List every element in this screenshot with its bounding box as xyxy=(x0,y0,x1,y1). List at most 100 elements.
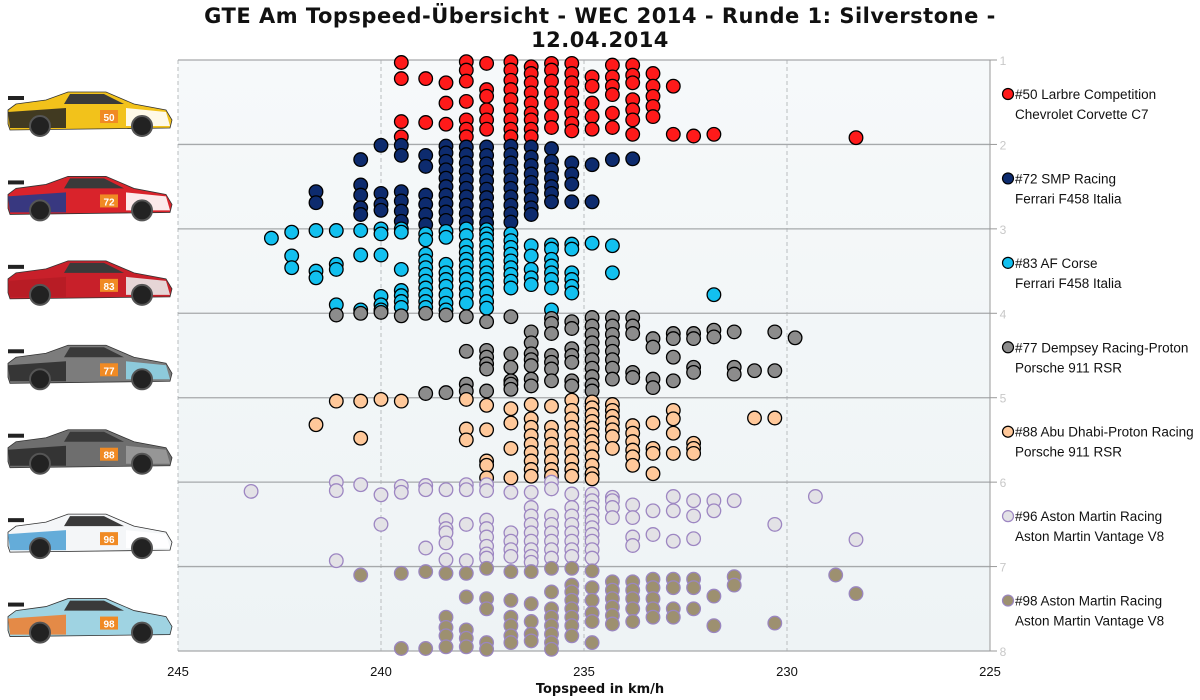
data-point xyxy=(645,445,661,461)
car-number: 83 xyxy=(103,282,115,293)
data-point xyxy=(438,482,454,498)
data-point xyxy=(373,516,389,532)
legend-marker xyxy=(1001,510,1015,523)
data-point xyxy=(767,324,783,340)
data-point xyxy=(544,560,559,576)
data-point xyxy=(328,307,344,323)
data-point xyxy=(645,466,661,482)
data-point xyxy=(393,484,409,500)
data-point xyxy=(686,445,702,461)
data-point xyxy=(544,326,559,341)
data-point xyxy=(353,305,369,321)
data-point xyxy=(353,430,369,446)
data-point xyxy=(393,393,409,409)
data-point xyxy=(308,270,324,286)
data-point xyxy=(604,238,620,254)
car-image-83: 83 xyxy=(7,260,173,306)
chart-title-line1: GTE Am Topspeed-Übersicht - WEC 2014 - R… xyxy=(204,4,996,28)
legend-entry-name: #77 Dempsey Racing-Proton xyxy=(1015,340,1188,355)
data-point xyxy=(625,510,641,526)
rear-wheel xyxy=(29,283,51,306)
rear-wheel xyxy=(29,452,51,475)
data-point xyxy=(787,330,803,346)
data-point xyxy=(706,503,722,519)
data-point xyxy=(393,308,409,324)
data-point xyxy=(373,487,389,503)
y-tick-label: 5 xyxy=(1000,392,1007,406)
data-point xyxy=(263,230,279,246)
data-point xyxy=(438,552,454,568)
data-point xyxy=(418,232,434,248)
data-point xyxy=(458,589,474,605)
data-point xyxy=(544,120,559,135)
data-point xyxy=(604,152,620,168)
data-point xyxy=(625,75,641,91)
y-tick-label: 8 xyxy=(1000,645,1007,659)
data-point xyxy=(645,609,661,625)
data-point xyxy=(544,141,559,157)
data-point xyxy=(604,120,620,135)
car-image-77: 77 xyxy=(7,344,173,391)
legend-entry-name: #88 Abu Dhabi-Proton Racing xyxy=(1015,425,1194,440)
data-point xyxy=(418,386,434,401)
data-point xyxy=(604,87,620,103)
data-point xyxy=(393,224,409,240)
data-point xyxy=(503,635,519,651)
data-point xyxy=(393,261,409,277)
data-point xyxy=(458,295,474,311)
car-image-96: 96 xyxy=(7,513,173,560)
data-point xyxy=(418,540,434,556)
car-number: 77 xyxy=(103,366,115,377)
data-point xyxy=(665,445,681,461)
data-point xyxy=(726,577,742,593)
data-point xyxy=(503,381,519,397)
rear-wing xyxy=(8,180,24,185)
data-point xyxy=(544,194,559,210)
data-point xyxy=(686,128,702,144)
data-point xyxy=(848,130,864,146)
data-point xyxy=(604,440,620,456)
data-point xyxy=(353,393,369,409)
rear-wing xyxy=(8,433,24,438)
front-wheel xyxy=(131,537,153,560)
front-wheel xyxy=(131,621,153,644)
data-point xyxy=(584,580,600,596)
data-point xyxy=(503,359,519,375)
data-point xyxy=(645,109,661,125)
data-point xyxy=(523,468,539,484)
data-point xyxy=(418,641,434,656)
series-83 xyxy=(263,221,722,318)
rear-wheel xyxy=(29,368,51,391)
legend-entry-car: Aston Martin Vantage V8 xyxy=(1015,529,1164,544)
data-point xyxy=(458,93,474,109)
data-point xyxy=(665,425,681,441)
data-point xyxy=(665,78,681,94)
data-point xyxy=(438,307,454,323)
data-point xyxy=(544,280,559,296)
legend-entry-car: Chevrolet Corvette C7 xyxy=(1015,107,1149,122)
data-point xyxy=(625,126,641,142)
data-point xyxy=(706,588,722,604)
data-point xyxy=(544,584,559,600)
data-point xyxy=(665,580,681,596)
data-point xyxy=(479,361,495,377)
y-tick-label: 1 xyxy=(1000,54,1007,68)
front-wheel xyxy=(131,199,153,222)
legend-entry-car: Ferrari F458 Italia xyxy=(1015,276,1122,291)
y-tick-label: 4 xyxy=(1000,307,1007,321)
data-point xyxy=(458,565,474,581)
data-point xyxy=(503,346,519,362)
data-point xyxy=(665,373,681,389)
data-point xyxy=(523,207,539,222)
legend-entry-name: #96 Aston Martin Racing xyxy=(1015,509,1162,524)
data-point xyxy=(308,223,324,238)
data-point xyxy=(604,616,620,632)
data-point xyxy=(564,378,580,394)
data-point xyxy=(645,415,661,431)
data-point xyxy=(393,147,409,163)
data-point xyxy=(604,105,620,121)
chart-title-line2: 12.04.2014 xyxy=(531,28,669,52)
front-wheel xyxy=(131,368,153,391)
data-point xyxy=(584,635,600,651)
